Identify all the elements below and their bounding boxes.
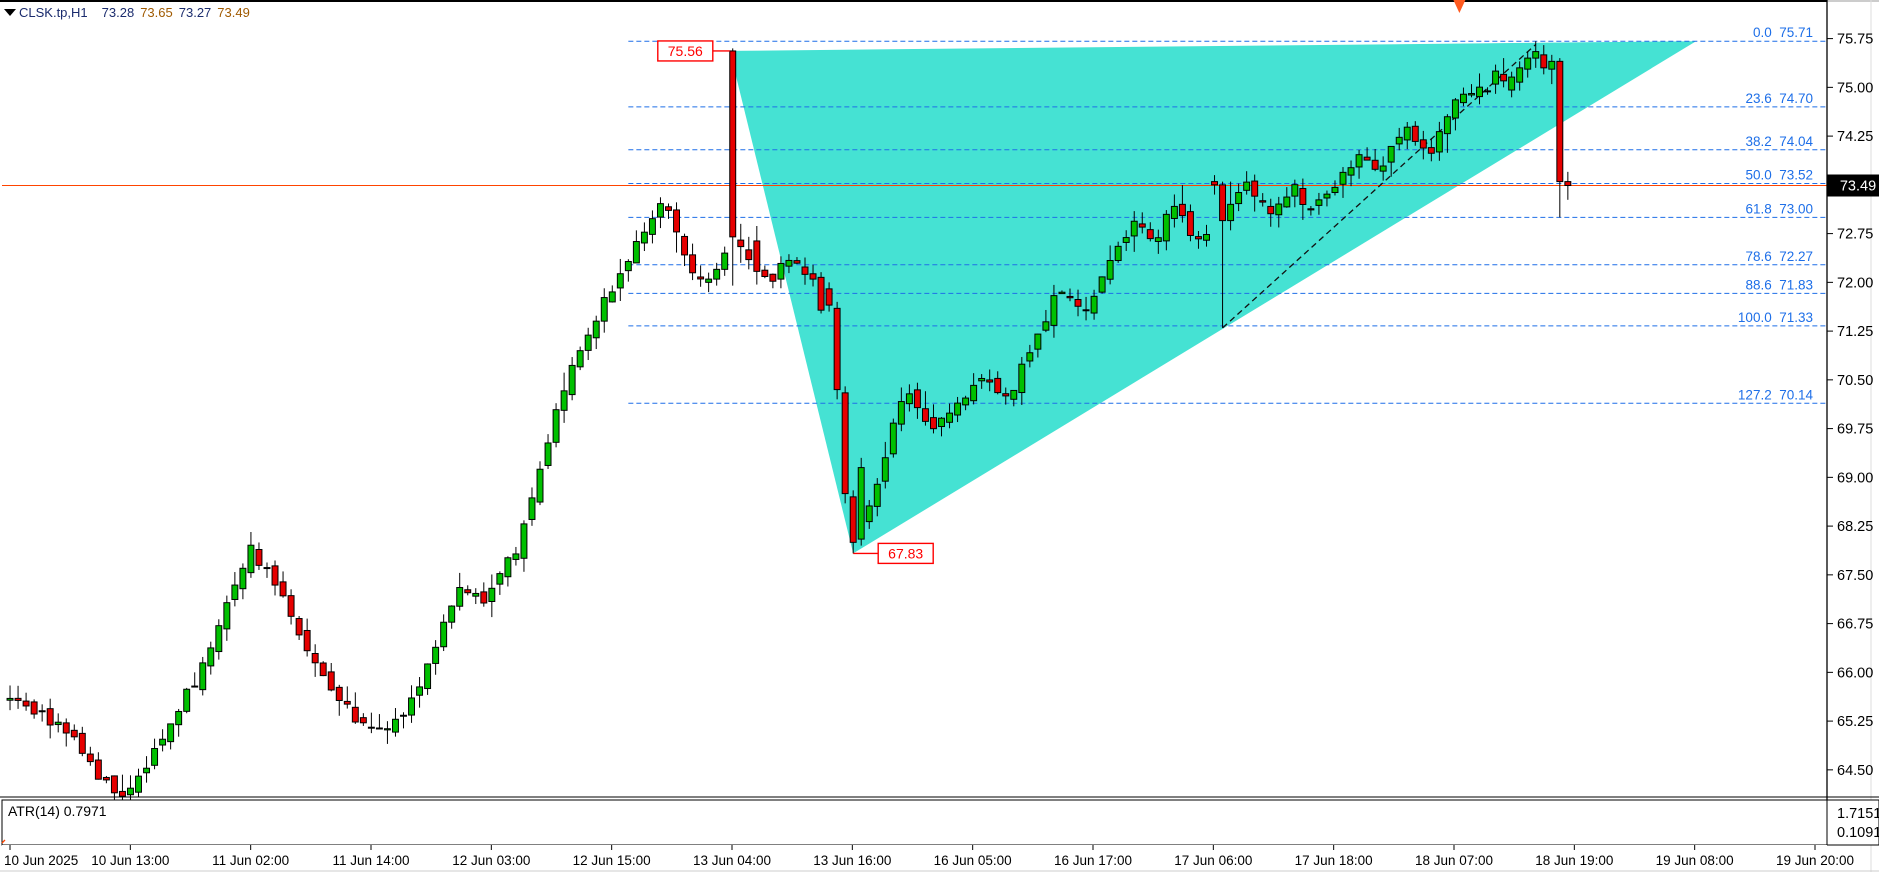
svg-text:50.0 73.52: 50.0 73.52 — [1745, 168, 1813, 183]
svg-text:88.6 71.83: 88.6 71.83 — [1745, 277, 1813, 292]
svg-text:19 Jun 08:00: 19 Jun 08:00 — [1656, 853, 1734, 868]
svg-text:12 Jun 03:00: 12 Jun 03:00 — [452, 853, 530, 868]
svg-text:18 Jun 19:00: 18 Jun 19:00 — [1535, 853, 1613, 868]
svg-text:69.00: 69.00 — [1837, 470, 1873, 486]
svg-text:64.50: 64.50 — [1837, 763, 1873, 779]
svg-text:100.0 71.33: 100.0 71.33 — [1738, 310, 1813, 325]
svg-text:38.2 74.04: 38.2 74.04 — [1745, 134, 1813, 149]
svg-text:18 Jun 07:00: 18 Jun 07:00 — [1415, 853, 1493, 868]
svg-text:11 Jun 14:00: 11 Jun 14:00 — [332, 853, 409, 868]
svg-text:19 Jun 20:00: 19 Jun 20:00 — [1776, 853, 1854, 868]
svg-text:75.00: 75.00 — [1837, 80, 1873, 96]
svg-text:11 Jun 02:00: 11 Jun 02:00 — [212, 853, 289, 868]
svg-text:17 Jun 06:00: 17 Jun 06:00 — [1174, 853, 1252, 868]
svg-text:1.7151: 1.7151 — [1837, 806, 1879, 822]
svg-text:61.8 73.00: 61.8 73.00 — [1745, 201, 1813, 216]
svg-text:71.25: 71.25 — [1837, 324, 1873, 340]
svg-text:127.2 70.14: 127.2 70.14 — [1738, 387, 1814, 402]
svg-text:0.1091: 0.1091 — [1837, 825, 1879, 841]
svg-text:67.83: 67.83 — [888, 545, 923, 561]
svg-text:12 Jun 15:00: 12 Jun 15:00 — [573, 853, 651, 868]
svg-text:74.25: 74.25 — [1837, 129, 1873, 145]
svg-text:16 Jun 05:00: 16 Jun 05:00 — [934, 853, 1012, 868]
svg-text:10 Jun 2025: 10 Jun 2025 — [4, 853, 78, 868]
svg-text:69.75: 69.75 — [1837, 422, 1873, 438]
svg-text:73.49: 73.49 — [1840, 179, 1876, 195]
svg-text:78.6 72.27: 78.6 72.27 — [1745, 249, 1813, 264]
svg-text:17 Jun 18:00: 17 Jun 18:00 — [1295, 853, 1373, 868]
svg-text:23.6 74.70: 23.6 74.70 — [1745, 91, 1813, 106]
svg-text:75.75: 75.75 — [1837, 32, 1873, 48]
svg-text:68.25: 68.25 — [1837, 519, 1873, 535]
svg-text:72.75: 72.75 — [1837, 227, 1873, 243]
svg-text:65.25: 65.25 — [1837, 714, 1873, 730]
svg-text:66.00: 66.00 — [1837, 665, 1873, 681]
svg-text:16 Jun 17:00: 16 Jun 17:00 — [1054, 853, 1132, 868]
svg-text:75.56: 75.56 — [668, 43, 703, 59]
svg-text:70.50: 70.50 — [1837, 373, 1873, 389]
svg-text:13 Jun 04:00: 13 Jun 04:00 — [693, 853, 771, 868]
svg-text:67.50: 67.50 — [1837, 568, 1873, 584]
svg-text:66.75: 66.75 — [1837, 617, 1873, 633]
svg-text:10 Jun 13:00: 10 Jun 13:00 — [91, 853, 169, 868]
svg-text:0.0 75.71: 0.0 75.71 — [1753, 25, 1813, 40]
svg-text:13 Jun 16:00: 13 Jun 16:00 — [813, 853, 891, 868]
svg-text:ATR(14) 0.7971: ATR(14) 0.7971 — [8, 803, 107, 819]
svg-text:72.00: 72.00 — [1837, 275, 1873, 291]
